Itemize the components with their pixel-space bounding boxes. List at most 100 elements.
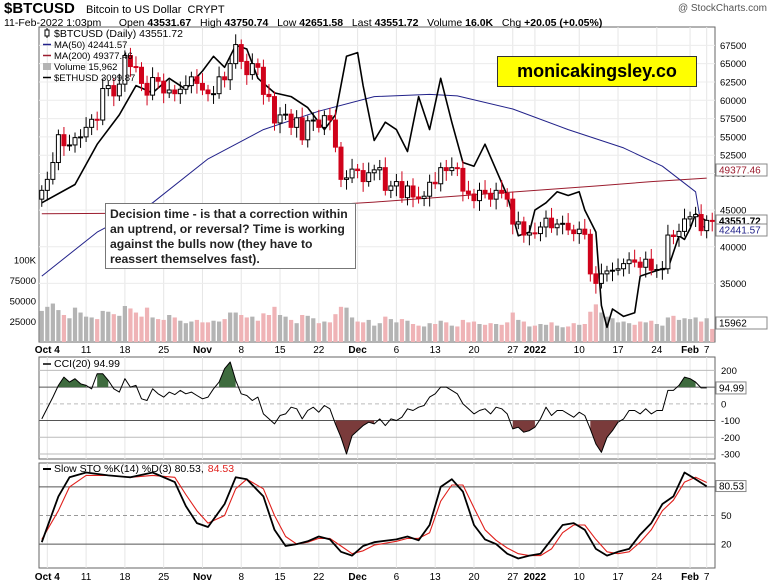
candle-body (332, 119, 338, 148)
price-tick-label: 65000 (720, 59, 746, 70)
candle-body (72, 137, 78, 146)
sto-title-k: Slow STO %K(14) %D(3) 80.53, (54, 463, 204, 475)
volume-bar (399, 319, 405, 342)
x-axis-label: Nov (193, 572, 212, 583)
candle-body (410, 185, 416, 198)
ohlc-readout: 11-Feb-2022 1:03pm Open 43531.67 High 43… (4, 17, 602, 29)
volume-bar (150, 317, 155, 342)
volume-bar (566, 326, 571, 342)
volume-bar (205, 322, 211, 342)
candle-body (327, 115, 333, 121)
volume-label: Volume (427, 17, 463, 29)
candle-body (526, 232, 532, 236)
candle-body (105, 85, 111, 90)
volume-bar (211, 320, 216, 342)
cci-oversold-fill (590, 420, 619, 453)
candle-body (133, 66, 139, 69)
candle-body (255, 63, 261, 68)
volume-bar (161, 319, 166, 342)
volume-bar (106, 311, 111, 342)
price-tick-label: 57500 (720, 114, 746, 125)
volume-bar (200, 322, 205, 342)
last-value-tag (715, 316, 768, 330)
watermark-banner: monicakingsley.co (497, 56, 697, 87)
candle-body (421, 195, 427, 199)
volume-bar (610, 318, 615, 342)
candle-body (271, 96, 277, 124)
cci-last-tag (715, 381, 747, 395)
volume-bar (477, 324, 482, 342)
last-value-label: 42441.57 (719, 226, 761, 237)
candle-body (477, 189, 483, 202)
candle-body (454, 167, 460, 170)
volume-bar (410, 324, 416, 342)
candle-body (504, 192, 510, 200)
volume-bar (649, 320, 654, 342)
candle-body (549, 217, 555, 229)
price-legend-label: $BTCUSD (Daily) 43551.72 (54, 28, 183, 40)
candle-body (637, 261, 643, 268)
volume-bar (89, 317, 94, 342)
volume-bar (438, 320, 443, 342)
volume-bar (261, 313, 266, 342)
candle-body (344, 177, 350, 180)
volume-bar (682, 318, 687, 342)
volume-bar (405, 320, 410, 342)
candle-body (621, 263, 627, 270)
x-axis-label: 27 (507, 572, 519, 583)
volume-bar (549, 322, 554, 342)
cci-tick-label: -300 (721, 449, 740, 460)
candle-body (260, 66, 266, 95)
volume-bar (333, 314, 338, 342)
candle-body (576, 228, 582, 235)
price-tick-label: 67500 (720, 41, 746, 52)
x-axis-label: 22 (313, 345, 325, 356)
candle-body (222, 76, 228, 81)
last-value-tag (715, 163, 768, 177)
candle-body (205, 89, 211, 95)
candle-body (277, 114, 283, 124)
x-axis-label: Oct 4 (35, 345, 60, 356)
last-label: Last (351, 17, 372, 29)
cci-tick-label: -100 (721, 416, 740, 427)
volume-bar (710, 328, 715, 342)
volume-bar (45, 306, 50, 342)
candle-body (676, 230, 682, 238)
candle-body (704, 219, 710, 232)
candle-body (288, 113, 294, 128)
cci-overbought-fill (58, 377, 87, 388)
volume-bar (277, 315, 283, 342)
x-axis-label: 8 (238, 345, 244, 356)
x-axis-label: 10 (574, 572, 586, 583)
x-axis-label: 25 (158, 572, 170, 583)
x-axis-label: 27 (507, 345, 519, 356)
candle-body (648, 258, 654, 271)
x-axis-label: 7 (704, 345, 710, 356)
candle-body (404, 185, 410, 199)
volume-bar (521, 321, 526, 342)
candle-body (116, 83, 122, 97)
candle-body (122, 55, 128, 85)
volume-bar (122, 306, 127, 342)
candle-body (316, 119, 322, 128)
candle-body (554, 223, 560, 229)
ma50-line (41, 93, 707, 277)
volume-bar (471, 321, 477, 342)
price-tick-label: 40000 (720, 242, 746, 253)
volume-bar (599, 312, 604, 342)
volume-bar (316, 323, 321, 342)
candle-body (659, 268, 665, 271)
candle-body (338, 146, 344, 180)
sto-tick-label: 20 (721, 540, 732, 551)
candle-body (227, 63, 233, 81)
candle-body (565, 222, 571, 231)
volume-bar (660, 325, 665, 342)
x-axis-label: 17 (612, 572, 624, 583)
volume-bar (67, 318, 72, 342)
volume-bar (305, 315, 310, 342)
candle-body (482, 189, 488, 194)
volume-bar (117, 315, 122, 342)
candle-body (510, 198, 516, 225)
volume-bar (322, 321, 327, 342)
